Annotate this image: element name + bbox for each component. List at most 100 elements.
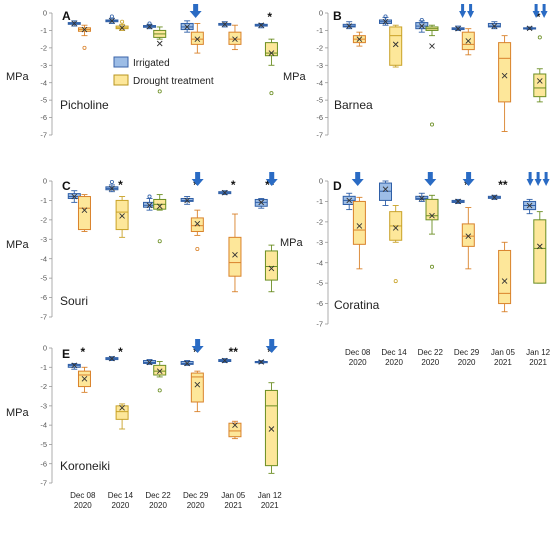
box-iqr: [153, 364, 167, 376]
down-arrow-marker: [189, 4, 202, 18]
y-tick-label: -4: [40, 78, 47, 87]
x-tick-label: 2021: [224, 501, 242, 510]
mean-marker: [418, 23, 425, 29]
mean-marker: [194, 381, 201, 388]
mean-marker: [382, 186, 389, 192]
y-tick-label: -7: [316, 320, 323, 329]
mean-marker: [501, 72, 508, 79]
panel-letter: E: [62, 347, 70, 361]
irrigated-box: [218, 189, 232, 196]
box-iqr: [264, 389, 278, 467]
x-tick-label: Dec 14: [108, 491, 134, 500]
y-tick-label: -3: [316, 238, 323, 247]
mean-marker: [382, 18, 389, 25]
irrigated-box: [67, 20, 81, 27]
irrigated-box: [342, 192, 356, 211]
drought-box: [264, 244, 278, 293]
x-tick-label: Dec 22: [418, 348, 444, 357]
mean-marker: [268, 265, 275, 272]
mean-marker: [429, 212, 435, 219]
mean-marker: [258, 359, 265, 365]
cultivar-name: Koroneiki: [60, 459, 110, 473]
mean-marker: [491, 23, 498, 29]
y-tick-label: -5: [40, 440, 47, 449]
drought-box: [153, 194, 167, 244]
mean-marker: [392, 225, 399, 231]
outlier-point: [269, 91, 274, 96]
outlier-point: [82, 45, 87, 50]
down-arrow-marker: [191, 339, 204, 353]
outlier-point: [157, 89, 162, 94]
y-tick-label: -1: [316, 26, 323, 35]
mean-marker: [455, 25, 461, 32]
significance-marker: *: [536, 10, 541, 24]
irrigated-box: [415, 17, 429, 33]
mean-marker: [109, 355, 115, 362]
mean-marker: [526, 202, 533, 209]
down-arrow-marker: [532, 4, 540, 18]
box-iqr: [533, 219, 547, 284]
y-tick-label: -2: [40, 215, 47, 224]
mean-marker: [146, 23, 153, 30]
significance-marker: *: [267, 345, 272, 359]
drought-box: [352, 31, 366, 47]
irrigated-box: [487, 194, 501, 201]
box-iqr: [498, 249, 512, 305]
mean-marker: [465, 233, 472, 239]
drought-box: [264, 382, 278, 474]
mean-marker: [81, 26, 88, 33]
mean-marker: [221, 357, 228, 364]
x-tick-label: 2020: [421, 358, 439, 367]
x-tick-label: Dec 29: [183, 491, 209, 500]
legend-label: Drought treatment: [133, 76, 214, 87]
drought-box: [533, 211, 547, 284]
cultivar-name: Souri: [60, 294, 88, 308]
irrigated-box: [487, 21, 501, 30]
mean-marker: [268, 426, 275, 432]
down-arrow-marker: [424, 172, 437, 186]
mean-marker: [71, 20, 78, 27]
mean-marker: [232, 422, 238, 428]
mean-marker: [356, 36, 363, 42]
mean-marker: [268, 50, 275, 56]
drought-box: [352, 196, 366, 270]
mean-marker: [156, 368, 163, 374]
significance-marker: **: [498, 178, 508, 192]
box-iqr: [389, 26, 403, 66]
mean-marker: [536, 78, 543, 84]
box-iqr: [487, 22, 501, 28]
irrigated-box: [415, 192, 429, 202]
drought-box: [77, 24, 91, 50]
drought-box: [153, 361, 167, 393]
drought-box: [115, 403, 129, 430]
y-tick-label: -4: [316, 258, 323, 267]
y-tick-label: -5: [40, 96, 47, 105]
down-arrow-marker: [542, 172, 550, 186]
drought-box: [498, 241, 512, 313]
irrigated-box: [254, 198, 268, 209]
drought-box: [190, 23, 204, 54]
panel-a: 0 -1 -2 -3 -4 -5 -6 -7 A Picholine MPa *: [6, 4, 278, 140]
x-tick-label: Jan 05: [221, 491, 246, 500]
y-tick-label: 0: [43, 177, 47, 186]
significance-marker: *: [118, 178, 123, 192]
drought-box: [425, 24, 439, 127]
mean-marker: [119, 404, 125, 411]
down-arrow-marker: [540, 4, 548, 18]
box-iqr: [190, 372, 204, 403]
box-iqr: [77, 196, 91, 231]
irrigated-box: [342, 21, 356, 30]
mean-marker: [146, 202, 153, 209]
y-tick-label: -6: [316, 299, 323, 308]
mean-marker: [356, 223, 363, 229]
irrigated-box: [523, 25, 537, 32]
mean-marker: [465, 38, 472, 44]
y-tick-label: -6: [40, 113, 47, 122]
mean-marker: [501, 278, 508, 284]
mean-marker: [146, 359, 153, 366]
y-tick-label: -4: [316, 78, 323, 87]
outlier-point: [383, 14, 388, 19]
